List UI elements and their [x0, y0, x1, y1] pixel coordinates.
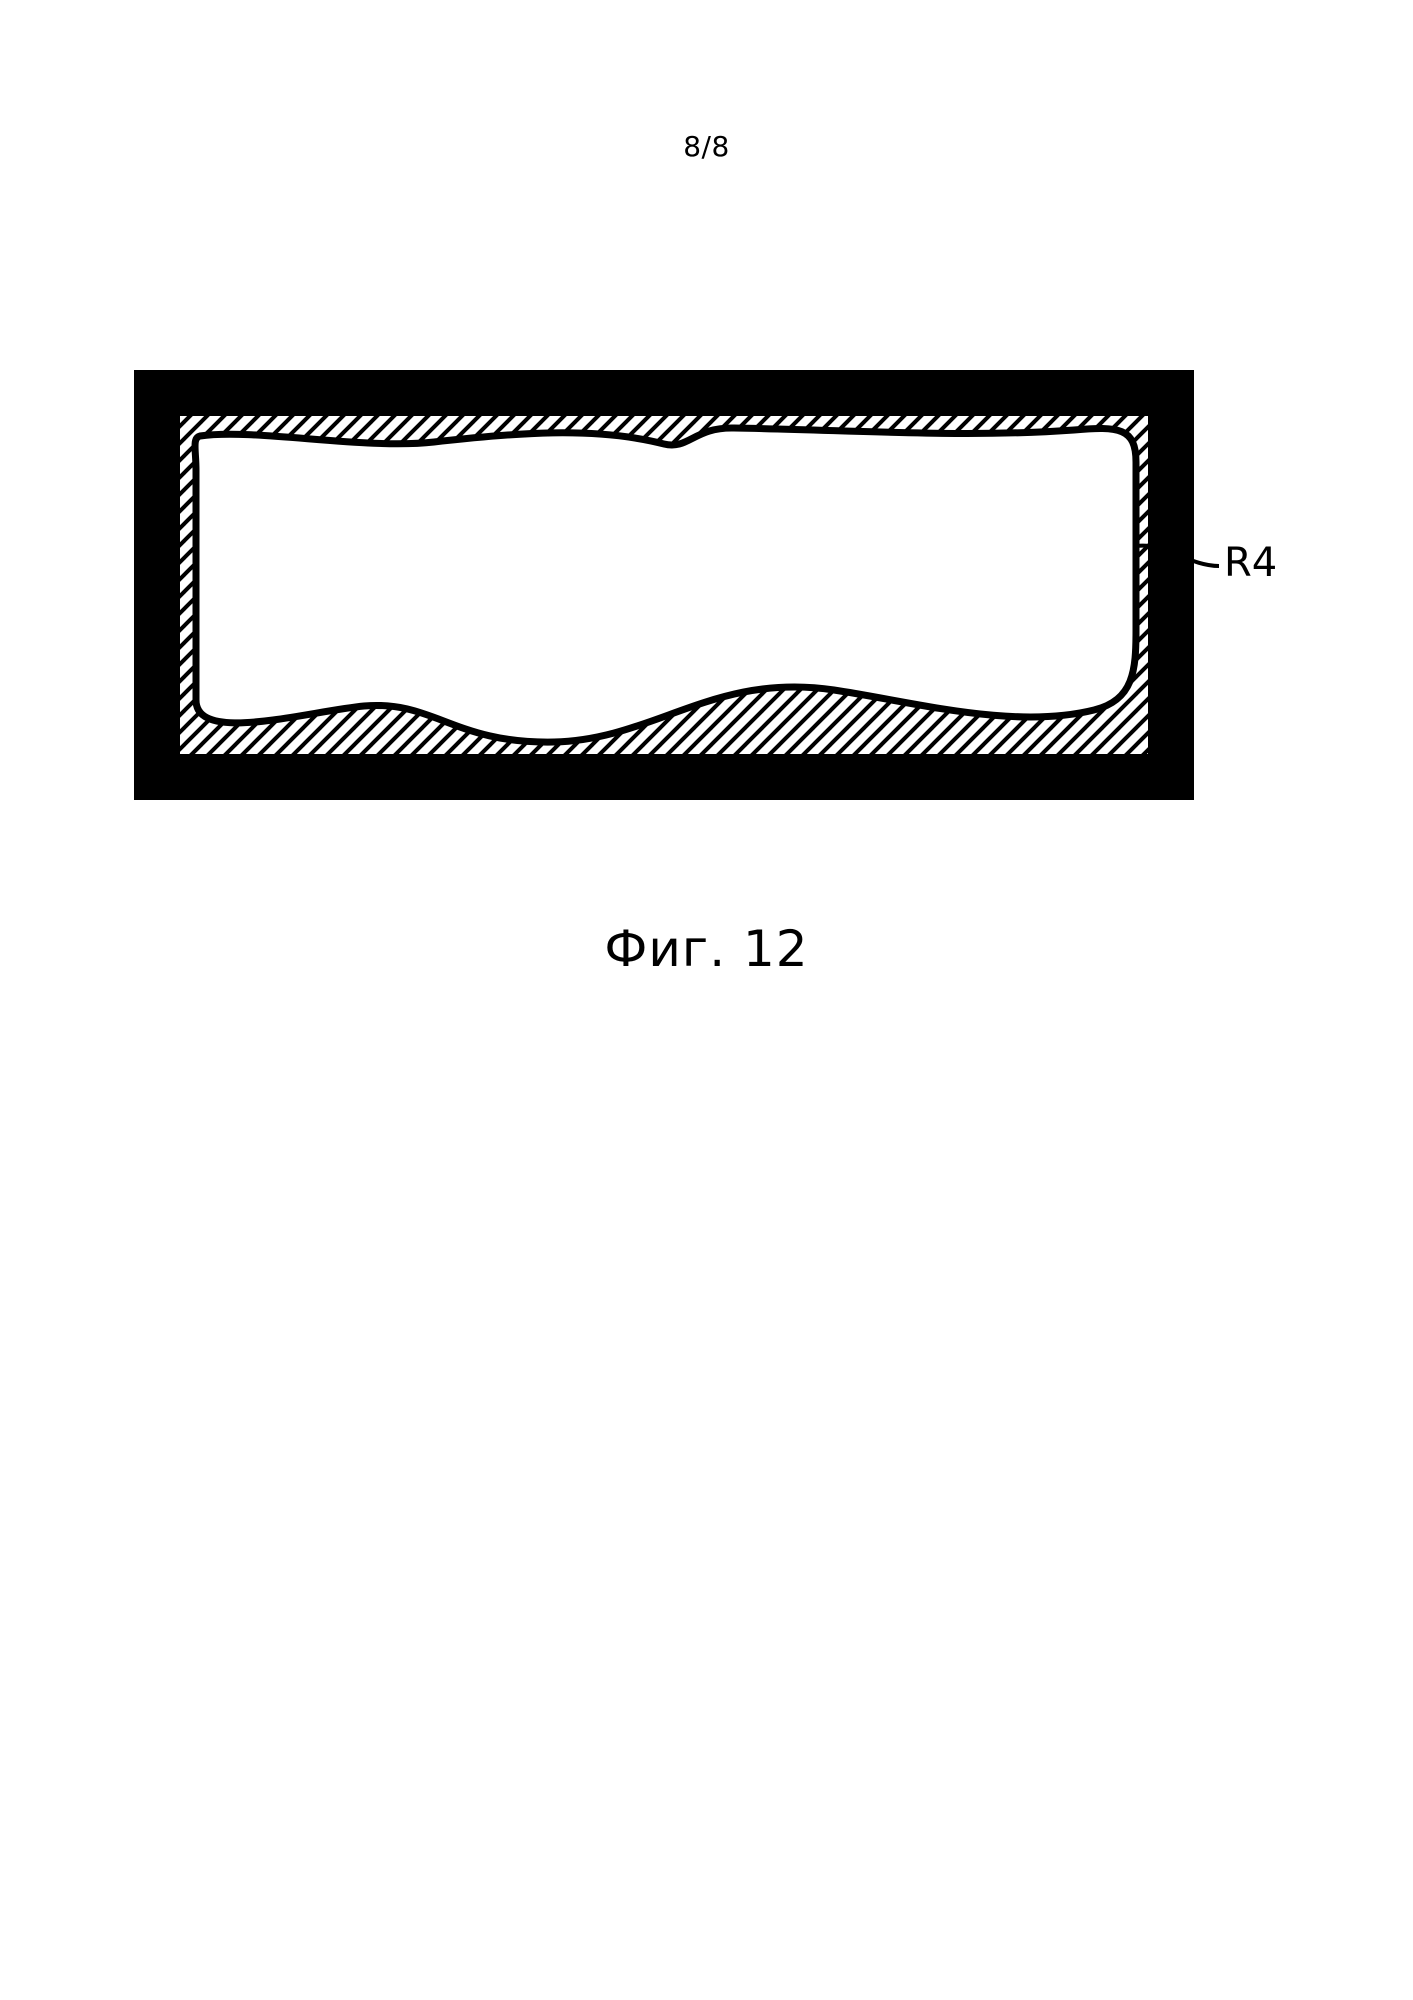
page: 8/8 R4 Фиг. 12 — [0, 0, 1413, 2000]
figure-svg: R4 — [134, 370, 1280, 800]
cavity — [195, 428, 1136, 742]
page-number: 8/8 — [0, 130, 1413, 163]
label-r4: R4 — [1224, 540, 1277, 586]
figure-12: R4 — [134, 370, 1280, 800]
figure-caption: Фиг. 12 — [0, 920, 1413, 978]
